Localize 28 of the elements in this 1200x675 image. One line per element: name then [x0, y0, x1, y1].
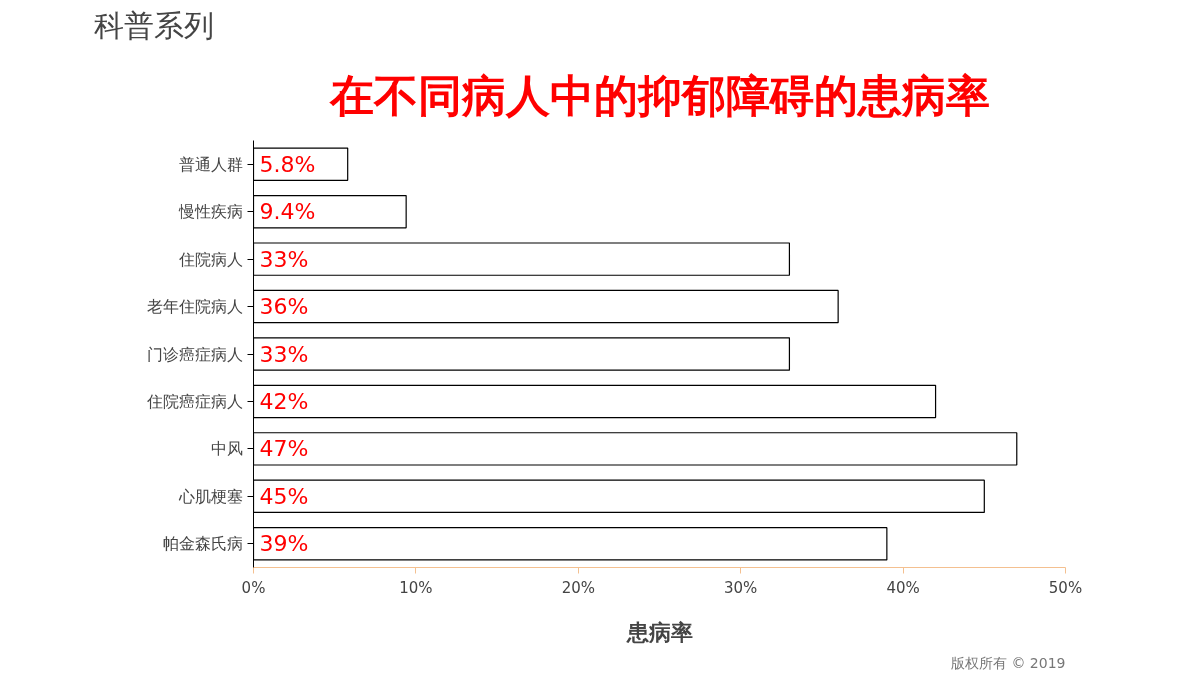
data-label: 45%	[259, 483, 309, 509]
x-tick-label: 50%	[1048, 578, 1083, 597]
data-label: 39%	[259, 531, 309, 557]
x-tick-label: 10%	[399, 578, 433, 597]
y-tick-label: 住院病人	[177, 249, 243, 269]
text: 版权所有 © 2019	[950, 654, 1066, 671]
x-axis-title: 患病率	[625, 619, 693, 645]
data-label: 33%	[259, 246, 309, 272]
data-label: 36%	[259, 294, 309, 320]
y-tick-label: 中风	[210, 439, 243, 459]
data-label: 42%	[259, 388, 309, 414]
data-label: 9.4%	[259, 199, 316, 225]
chart-title: 在不同病人中的抑郁障碍的患病率	[328, 69, 990, 121]
y-tick-label: 普通人群	[178, 154, 243, 174]
x-tick-label: 30%	[724, 578, 758, 597]
data-label: 5.8%	[259, 151, 316, 177]
data-label: 47%	[259, 436, 309, 462]
x-tick-label: 40%	[886, 578, 920, 597]
y-tick-label: 慢性疾病	[177, 202, 243, 222]
text: 科普系列	[93, 7, 214, 43]
x-tick-label: 20%	[561, 578, 595, 597]
x-tick-label: 0%	[241, 578, 266, 597]
data-label: 33%	[259, 341, 309, 367]
y-tick-label: 门诊癌症病人	[146, 344, 243, 364]
y-tick-label: 心肌梗塞	[177, 486, 243, 506]
y-tick-label: 老年住院病人	[146, 297, 243, 317]
y-tick-label: 住院癌症病人	[145, 391, 243, 411]
y-tick-label: 帕金森氏病	[162, 534, 243, 554]
